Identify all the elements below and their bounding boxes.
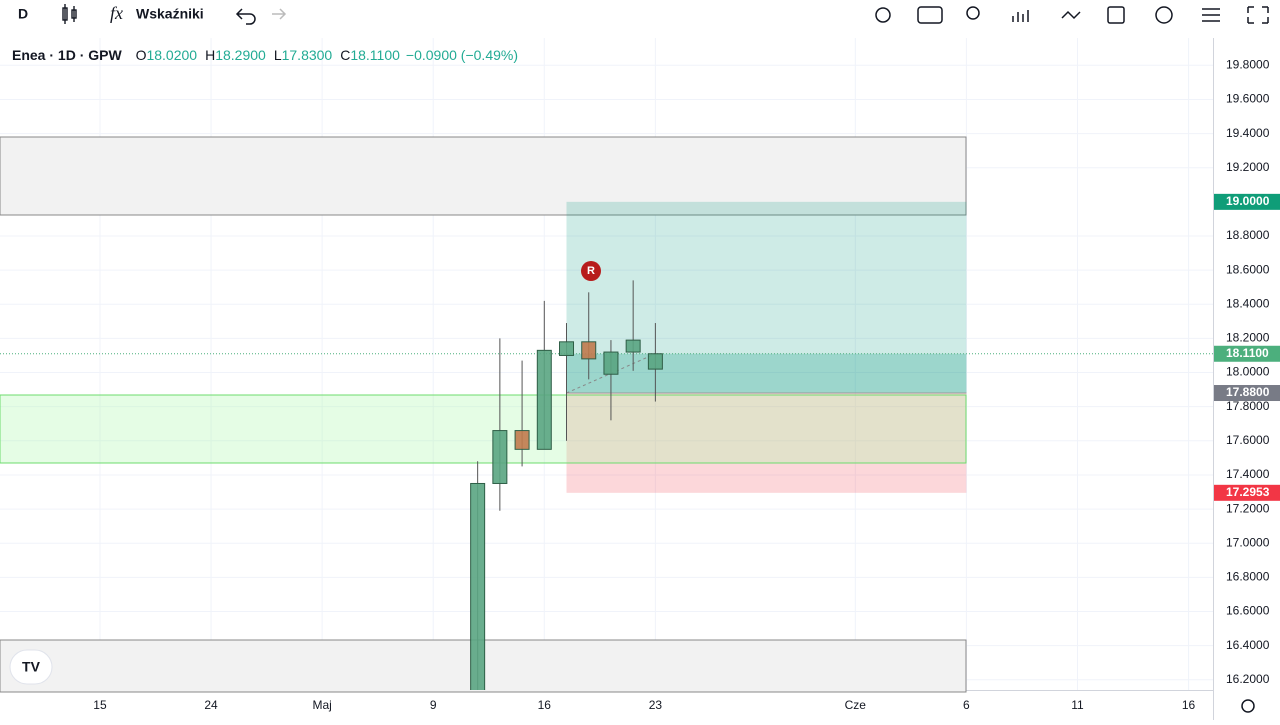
y-tick-label: 18.2000 — [1226, 331, 1270, 345]
price-label: 17.8800 — [1226, 385, 1270, 399]
legend-label: C — [340, 47, 350, 63]
search-button[interactable] — [966, 6, 980, 20]
y-tick-label: 19.4000 — [1226, 126, 1270, 140]
legend-value: 17.8300 — [282, 47, 333, 63]
x-tick-label: Maj — [312, 698, 331, 712]
y-tick-label: 18.0000 — [1226, 365, 1270, 379]
legend-value: 18.0200 — [146, 47, 197, 63]
y-tick-label: 19.2000 — [1226, 160, 1270, 174]
price-label: 18.1100 — [1226, 346, 1269, 360]
compare-button[interactable] — [1012, 10, 1029, 22]
candle-body — [514, 430, 530, 450]
legend-change: −0.0900 (−0.49%) — [406, 47, 518, 63]
candle-body — [647, 353, 663, 370]
y-tick-label: 17.0000 — [1226, 535, 1270, 549]
logo[interactable] — [9, 649, 53, 685]
snapshot-button[interactable] — [917, 6, 943, 24]
y-tick-label: 17.2000 — [1226, 501, 1270, 515]
stop-area — [566, 393, 967, 493]
axis-settings[interactable] — [1241, 699, 1255, 713]
zone-rectangle[interactable] — [0, 136, 967, 216]
legend: Enea · 1D · GPW O18.0200 H18.2900 L17.8300… — [12, 47, 518, 63]
x-tick-label: 15 — [93, 698, 107, 712]
y-tick-label: 19.8000 — [1226, 57, 1270, 71]
legend-label: L — [274, 47, 282, 63]
candle-body — [470, 482, 486, 690]
y-tick-label: 17.8000 — [1226, 399, 1270, 413]
alert-button[interactable] — [1061, 10, 1081, 20]
x-tick-label: 23 — [649, 698, 663, 712]
x-tick-label: 24 — [204, 698, 218, 712]
save-button[interactable] — [1107, 6, 1125, 24]
candle-body — [625, 339, 641, 353]
price-label: 19.0000 — [1226, 194, 1270, 208]
chart-type-button[interactable] — [62, 4, 77, 24]
x-tick-label: 11 — [1071, 698, 1084, 712]
x-tick-label: 16 — [538, 698, 552, 712]
y-tick-label: 18.8000 — [1226, 228, 1270, 242]
price-label-box — [1214, 385, 1280, 402]
badge-label[interactable]: R — [587, 265, 595, 277]
y-tick-label: 16.2000 — [1226, 672, 1270, 686]
candle-body — [559, 341, 575, 356]
zone-rectangle[interactable] — [0, 394, 967, 464]
y-tick-label: 16.8000 — [1226, 570, 1270, 584]
candle-body — [536, 349, 552, 450]
y-tick-label: 18.6000 — [1226, 262, 1270, 276]
price-label-box — [1214, 193, 1280, 210]
indicators-button[interactable]: Wskaźniki — [136, 6, 204, 22]
alarm-button[interactable] — [1155, 6, 1173, 24]
candle-body — [492, 430, 508, 484]
symbol: Enea · 1D · GPW — [12, 47, 122, 63]
legend-value: 18.2900 — [215, 47, 266, 63]
y-tick-label: 16.4000 — [1226, 638, 1270, 652]
x-tick-label: 9 — [430, 698, 437, 712]
redo-button[interactable] — [272, 8, 287, 20]
candle-body — [581, 341, 597, 360]
legend-label: O — [136, 47, 147, 63]
properties-button[interactable] — [1202, 8, 1220, 22]
open-profit-area — [566, 353, 967, 394]
fullscreen-button[interactable] — [1247, 6, 1269, 24]
y-tick-label: 18.4000 — [1226, 296, 1270, 310]
badge[interactable] — [581, 261, 601, 281]
y-tick-label: 17.4000 — [1226, 467, 1270, 481]
y-tick-label: 19.6000 — [1226, 92, 1270, 106]
toolbar — [0, 0, 1280, 30]
y-tick-label: 17.6000 — [1226, 433, 1270, 447]
legend-value: 18.1100 — [350, 47, 400, 63]
price-label: 17.2953 — [1226, 485, 1270, 499]
interval-button[interactable]: D — [18, 6, 28, 22]
indicators-icon[interactable]: fx — [110, 3, 123, 23]
candle-body — [603, 351, 619, 375]
x-tick-label: 6 — [963, 698, 970, 712]
price-label-box — [1214, 484, 1280, 501]
settings-button[interactable] — [875, 7, 891, 23]
x-tick-label: Cze — [845, 698, 867, 712]
price-label-box — [1214, 345, 1280, 362]
y-tick-label: 16.6000 — [1226, 604, 1270, 618]
logo-mark[interactable]: TV — [22, 659, 41, 675]
legend-label: H — [205, 47, 215, 63]
x-tick-label: 16 — [1182, 698, 1196, 712]
undo-button[interactable] — [235, 8, 256, 25]
